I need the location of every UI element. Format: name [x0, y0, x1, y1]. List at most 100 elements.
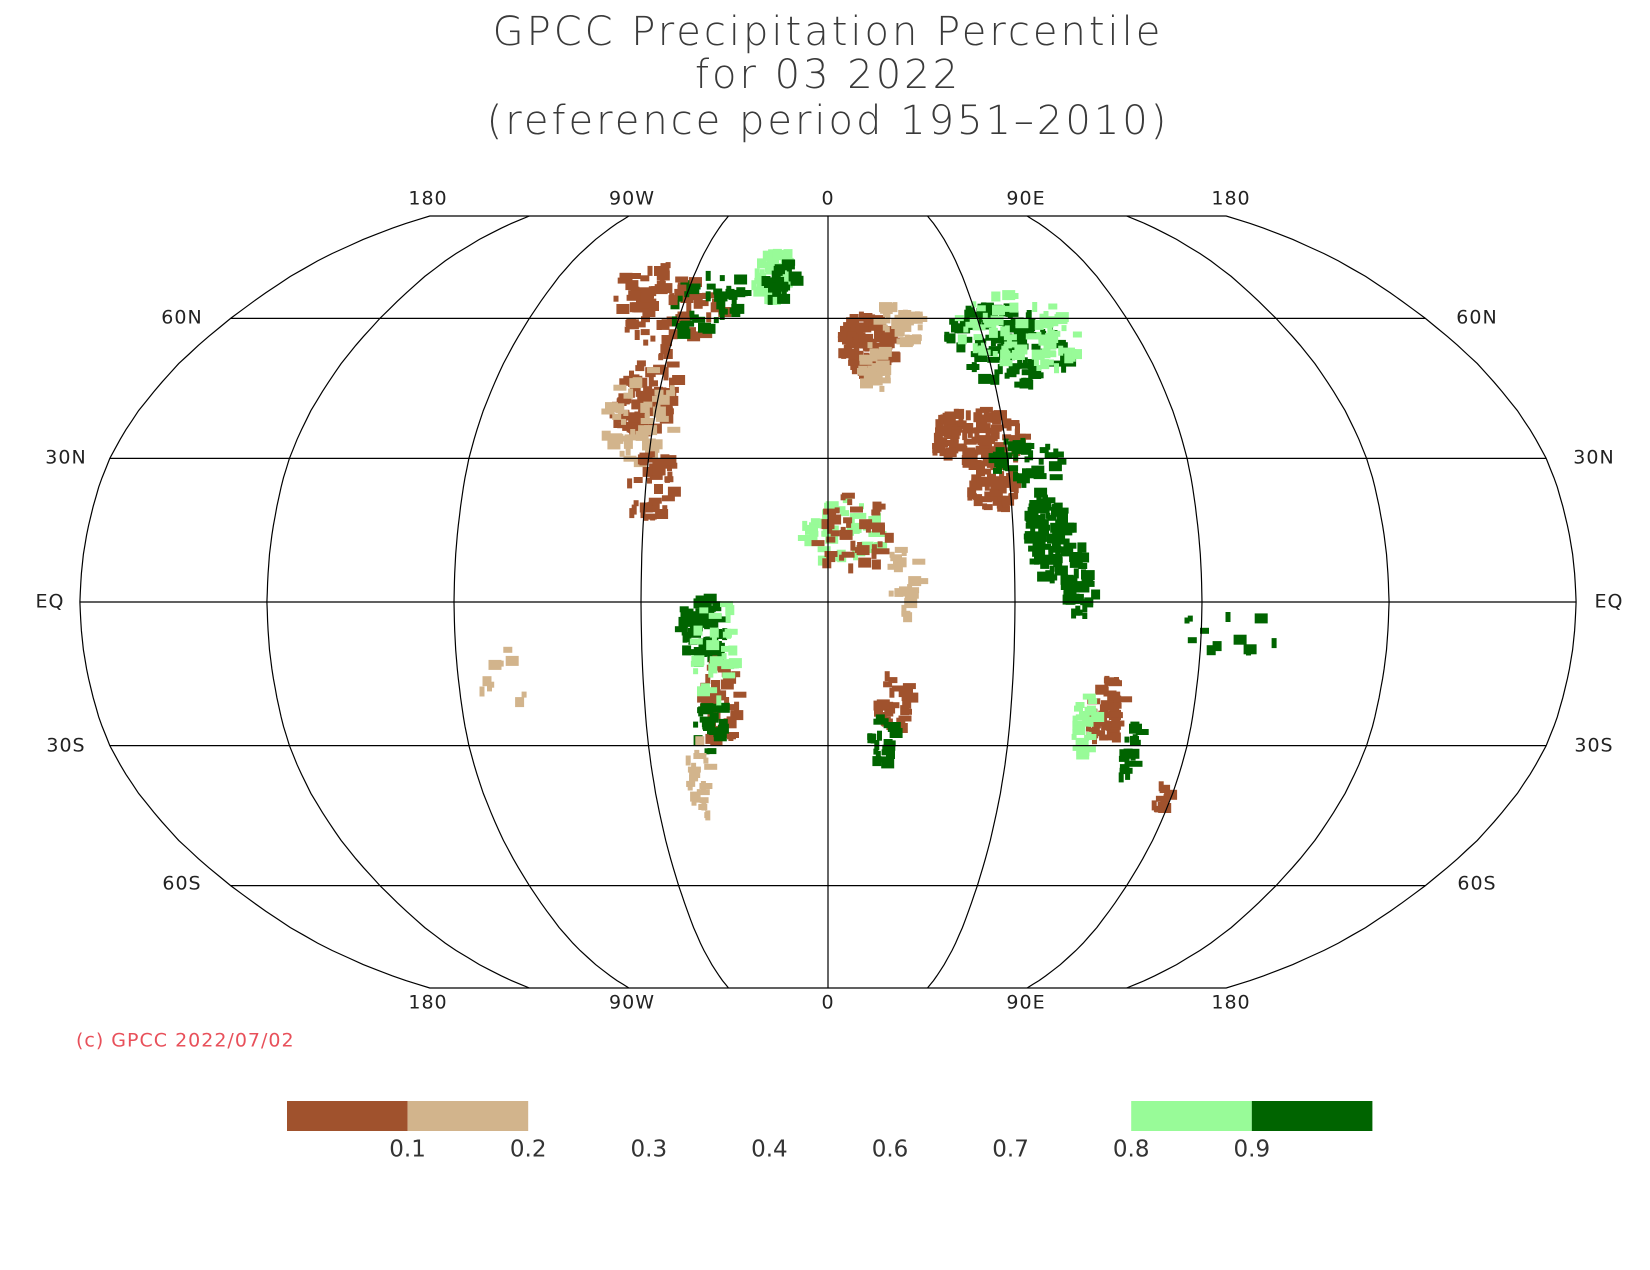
precip-cell	[1061, 522, 1075, 533]
precip-cell	[848, 522, 862, 533]
precip-cell	[722, 672, 736, 679]
precip-cell	[1033, 473, 1047, 480]
precip-cell	[868, 531, 878, 537]
precip-cell	[1151, 800, 1157, 811]
precip-cell	[766, 268, 775, 275]
precip-cell	[707, 292, 721, 299]
precip-cell	[1184, 617, 1190, 624]
precip-cell	[875, 750, 881, 757]
precip-cell	[638, 377, 648, 388]
precip-cell	[691, 762, 697, 769]
precip-cell	[705, 270, 711, 281]
precip-cell	[839, 529, 853, 540]
precip-cell	[677, 328, 691, 339]
precip-cell	[999, 452, 1005, 459]
precip-cell	[994, 369, 1000, 376]
precip-cell	[685, 613, 691, 624]
precip-cell	[1091, 712, 1105, 722]
precip-cell	[804, 536, 818, 547]
precip-cell	[693, 753, 707, 759]
legend-label: 0.4	[751, 1137, 788, 1163]
precip-cell	[639, 455, 649, 466]
precip-cell	[726, 628, 732, 639]
precip-cell	[1054, 363, 1059, 374]
precip-cell	[711, 680, 720, 690]
precip-cell	[951, 322, 956, 333]
precip-cell	[875, 714, 885, 721]
precip-cell	[965, 305, 975, 316]
precip-cell	[988, 413, 1002, 420]
precip-cell	[689, 638, 703, 645]
precip-cell	[709, 712, 719, 723]
precip-cell	[1044, 452, 1058, 459]
precip-cell	[979, 406, 993, 413]
precip-cell	[868, 516, 878, 522]
precip-cell	[1099, 704, 1109, 715]
precip-cell	[761, 276, 771, 286]
precip-cell	[669, 395, 679, 406]
precip-cell	[685, 755, 691, 766]
precip-cell	[724, 697, 730, 703]
precip-cell	[901, 691, 907, 702]
precip-cell	[643, 298, 657, 309]
precip-cell	[1082, 613, 1088, 619]
precip-cell	[1081, 555, 1087, 562]
lon-label: 0	[821, 188, 834, 210]
precip-cell	[882, 331, 892, 338]
precip-cell	[960, 423, 974, 429]
precip-cell	[957, 420, 967, 427]
precip-cell	[946, 414, 956, 425]
precip-cell	[730, 710, 744, 721]
precip-cell	[1037, 535, 1047, 542]
precip-cell	[994, 461, 1008, 468]
precip-cell	[601, 408, 615, 415]
precip-cell	[946, 335, 952, 342]
precip-cell	[503, 646, 513, 653]
precip-cell	[875, 349, 889, 360]
precip-cell	[913, 592, 919, 599]
precip-cell	[972, 324, 986, 331]
precip-cell	[1022, 468, 1031, 475]
precip-cell	[871, 509, 881, 516]
precip-cell	[1233, 634, 1247, 645]
precip-cell	[889, 728, 903, 738]
precip-cell	[894, 546, 908, 553]
precip-cell	[721, 653, 727, 660]
precip-cell	[1075, 605, 1081, 616]
precip-cell	[873, 718, 887, 725]
precip-cell	[731, 671, 741, 678]
precip-cell	[976, 465, 985, 476]
precip-cell	[725, 605, 735, 616]
precip-cell	[967, 490, 973, 501]
precip-cell	[1016, 473, 1030, 484]
precip-cell	[1013, 487, 1019, 494]
precip-cell	[1012, 444, 1026, 454]
precip-cell	[766, 255, 780, 266]
precip-cell	[991, 321, 997, 332]
precip-cell	[624, 326, 630, 333]
precip-cell	[719, 313, 725, 320]
precip-cell	[640, 512, 646, 519]
precip-cell	[623, 438, 633, 449]
precip-cell	[621, 418, 626, 425]
precip-cell	[944, 411, 958, 418]
precip-cell	[677, 311, 691, 322]
precip-cell	[993, 467, 1002, 474]
precip-cell	[997, 364, 1003, 375]
precip-cell	[675, 276, 689, 283]
precip-cell	[1078, 563, 1088, 569]
precip-cell	[694, 293, 708, 299]
precip-cell	[1029, 500, 1043, 510]
precip-cell	[704, 763, 718, 770]
precip-cell	[990, 460, 996, 471]
precip-cell	[1071, 733, 1077, 740]
precip-cell	[975, 448, 989, 455]
precip-cell	[1021, 377, 1027, 388]
precip-cell	[859, 519, 873, 530]
precip-cell	[1059, 513, 1068, 524]
precip-cell	[626, 294, 640, 301]
precip-cell	[648, 376, 654, 387]
lat-label: 60N	[1456, 307, 1497, 329]
precip-cell	[849, 342, 863, 349]
precip-cell	[788, 271, 802, 282]
